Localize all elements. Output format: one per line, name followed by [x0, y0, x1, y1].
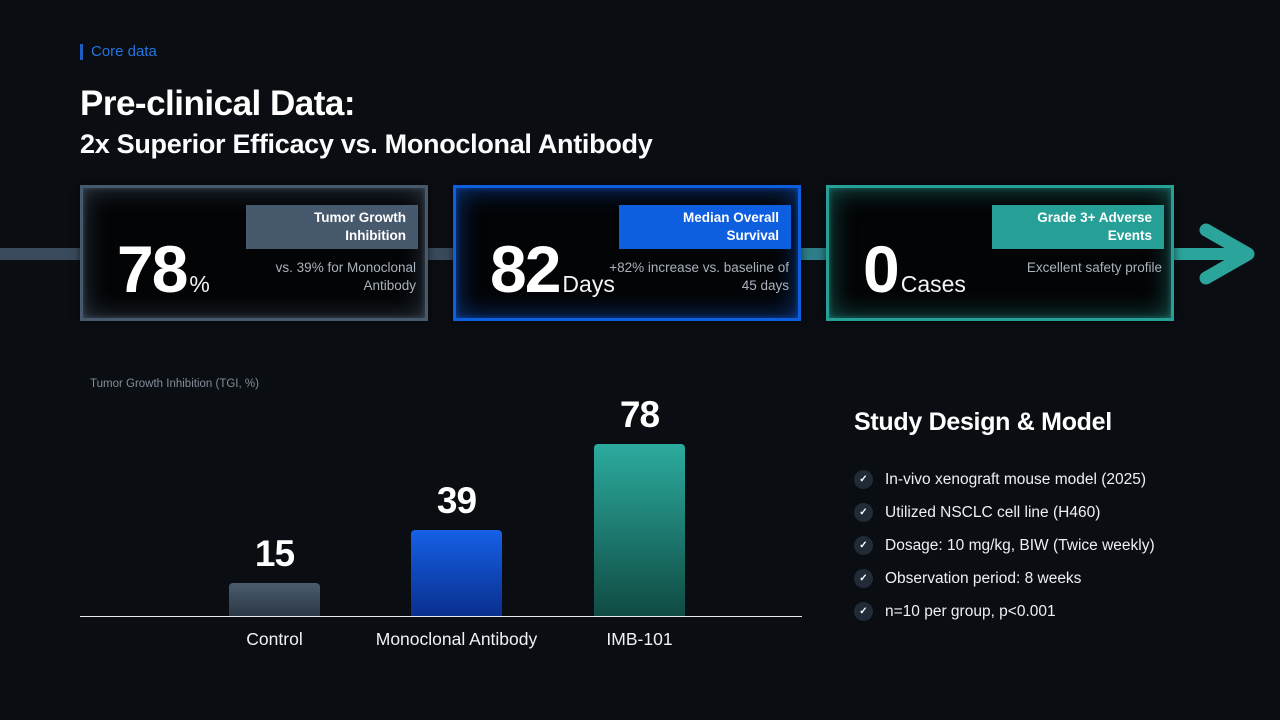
bar-group-imb-101: 78 IMB-101 — [594, 386, 685, 649]
chart-axis-label: Tumor Growth Inhibition (TGI, %) — [90, 378, 259, 390]
bar-group-monoclonal-antibody: 39 Monoclonal Antibody — [376, 386, 538, 649]
bar-control — [229, 583, 320, 616]
stat-card-adverse-events: 0 Cases Grade 3+ Adverse Events Excellen… — [826, 185, 1174, 321]
list-item: ✓ Dosage: 10 mg/kg, BIW (Twice weekly) — [854, 536, 1254, 555]
bar-chart: 15 Control 39 Monoclonal Antibody 78 IMB… — [80, 386, 803, 649]
stat-unit: % — [189, 271, 210, 297]
list-item-text: Utilized NSCLC cell line (H460) — [885, 503, 1101, 521]
page-title: Pre-clinical Data: — [80, 84, 356, 123]
stat-card-median-overall-survival: 82 Days Median Overall Survival +82% inc… — [453, 185, 801, 321]
stat-note: Excellent safety profile — [1026, 260, 1162, 275]
stat-note: vs. 39% for Monoclonal Antibody — [275, 260, 416, 293]
list-item: ✓ Observation period: 8 weeks — [854, 569, 1254, 588]
stat-unit: Cases — [900, 271, 966, 297]
list-item: ✓ In-vivo xenograft mouse model (2025) — [854, 470, 1254, 489]
stat-value: 82 — [490, 231, 561, 306]
stat-value: 78 — [117, 231, 188, 306]
checkmark-icon: ✓ — [854, 602, 873, 621]
stat-card-tumor-growth-inhibition: 78 % Tumor Growth Inhibition vs. 39% for… — [80, 185, 428, 321]
chart-baseline — [80, 616, 802, 617]
stat-unit: Days — [562, 271, 615, 297]
bar-category-label: IMB-101 — [606, 629, 673, 649]
arrow-head-icon — [1199, 223, 1255, 285]
stat-value-group: 78 % — [117, 231, 210, 306]
stat-badge: Tumor Growth Inhibition — [246, 205, 418, 250]
checkmark-icon: ✓ — [854, 536, 873, 555]
list-item-text: In-vivo xenograft mouse model (2025) — [885, 470, 1147, 488]
checkmark-icon: ✓ — [854, 569, 873, 588]
study-design-list: ✓ In-vivo xenograft mouse model (2025) ✓… — [854, 470, 1254, 621]
checkmark-icon: ✓ — [854, 503, 873, 522]
stat-card-row: 78 % Tumor Growth Inhibition vs. 39% for… — [80, 185, 1174, 321]
list-item-text: Observation period: 8 weeks — [885, 569, 1082, 587]
list-item: ✓ n=10 per group, p<0.001 — [854, 602, 1254, 621]
checkmark-icon: ✓ — [854, 470, 873, 489]
bar-category-label: Monoclonal Antibody — [375, 629, 538, 649]
bar-monoclonal-antibody — [411, 530, 502, 616]
list-item: ✓ Utilized NSCLC cell line (H460) — [854, 503, 1254, 522]
bar-imb-101 — [594, 444, 685, 616]
study-design-panel: Study Design & Model ✓ In-vivo xenograft… — [854, 408, 1254, 635]
bar-value-label: 15 — [254, 533, 295, 574]
list-item-text: Dosage: 10 mg/kg, BIW (Twice weekly) — [885, 536, 1155, 554]
eyebrow-label: Core data — [91, 43, 157, 60]
bar-value-label: 78 — [619, 394, 660, 435]
panel-heading: Study Design & Model — [854, 408, 1112, 436]
bar-category-label: Control — [246, 629, 303, 649]
bar-group-control: 15 Control — [229, 386, 320, 649]
list-item-text: n=10 per group, p<0.001 — [885, 602, 1056, 620]
page-subtitle: 2x Superior Efficacy vs. Monoclonal Anti… — [80, 129, 653, 159]
stat-badge: Grade 3+ Adverse Events — [992, 205, 1164, 250]
stat-value-group: 82 Days — [490, 231, 615, 306]
bar-value-label: 39 — [436, 480, 477, 521]
eyebrow-accent-bar — [80, 43, 83, 60]
stat-value: 0 — [863, 231, 900, 306]
eyebrow: Core data — [80, 43, 157, 60]
stat-value-group: 0 Cases — [863, 231, 966, 306]
stat-badge: Median Overall Survival — [619, 205, 791, 250]
stat-note: +82% increase vs. baseline of 45 days — [609, 260, 789, 293]
